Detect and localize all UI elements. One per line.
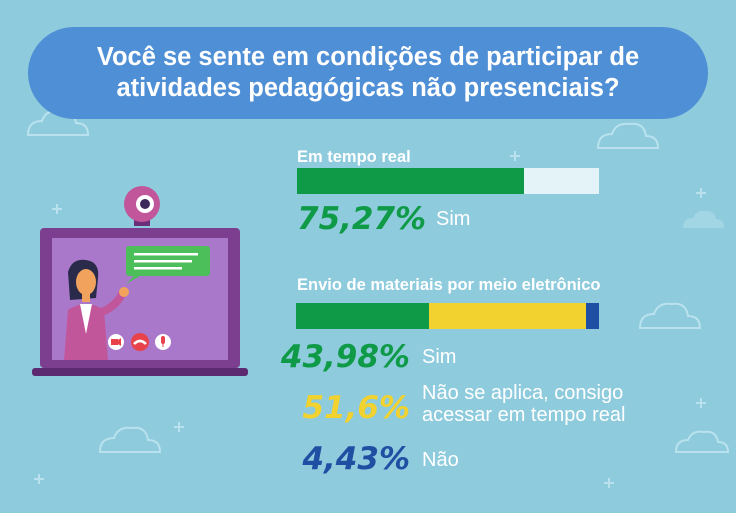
webcam-icon [124,186,160,226]
cloud-icon [638,302,702,329]
bar-electronic-segment-2 [429,303,586,329]
bar-electronic-segment-3 [585,303,600,329]
laptop-illustration [32,186,248,376]
legend-label-line-2: acessar em tempo real [422,404,626,426]
bar-electronic-segment-1 [296,303,430,329]
title-banner: Você se sente em condições de participar… [28,27,708,119]
legend-label-electronic-nao-se-aplica: Não se aplica, consigo acessar em tempo … [422,382,625,426]
sparkle-icon [34,151,706,488]
legend-label-realtime-sim: Sim [436,208,471,230]
stacked-bar-realtime [297,168,599,194]
page-title: Você se sente em condições de participar… [96,43,640,102]
data-label-electronic-nao: 4,43% [302,441,410,477]
legend-label-electronic-nao: Não [422,449,459,471]
bar-realtime-segment-1 [297,168,525,194]
data-label-electronic-sim: 43,98% [280,339,410,375]
cloud-icon [674,430,730,453]
section-label-realtime: Em tempo real [297,148,411,166]
legend-label-electronic-sim: Sim [422,346,457,368]
stacked-bar-electronic [296,303,600,329]
cloud-icon [683,210,724,228]
data-label-electronic-nao-se-aplica: 51,6% [302,390,410,426]
hang-up-icon [131,333,149,351]
section-label-electronic: Envio de materiais por meio eletrônico [297,276,601,294]
cloud-icon [98,426,162,453]
cloud-icon [596,122,660,149]
legend-label-line-1: Não se aplica, consigo [422,382,624,404]
microphone-icon [155,334,171,350]
data-label-realtime-sim: 75,27% [297,201,427,237]
video-camera-icon [108,334,124,350]
chat-bubble-icon [126,246,210,284]
woman-figure [64,259,129,360]
